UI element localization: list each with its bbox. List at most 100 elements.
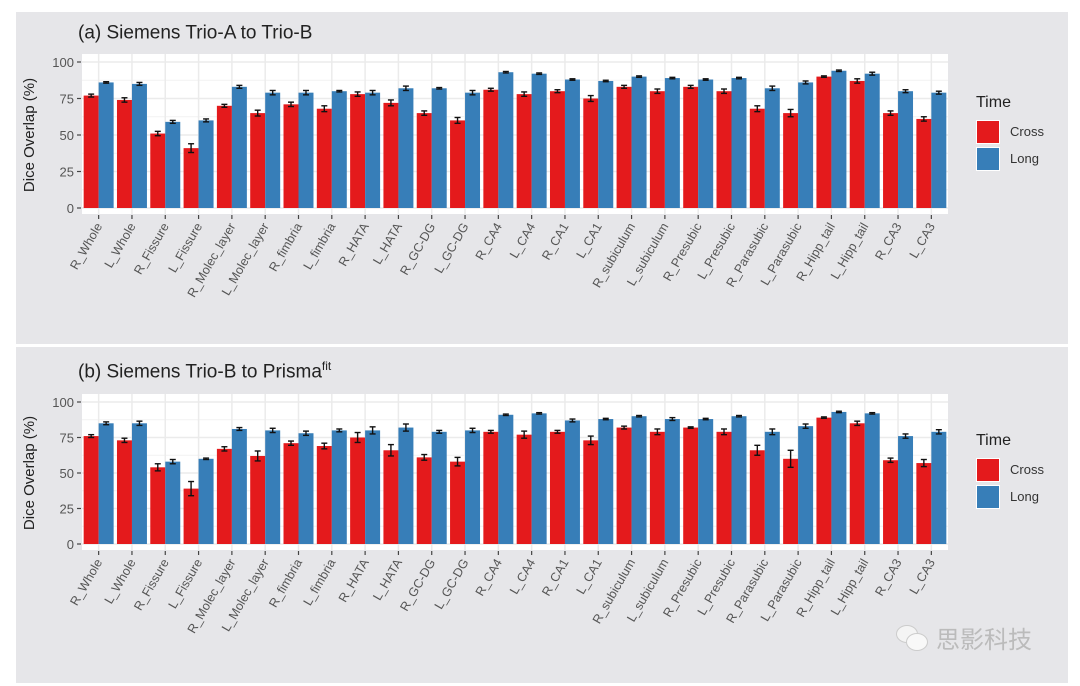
bar-long (131, 83, 147, 208)
error-bar (254, 450, 261, 462)
y-tick-label: 25 (60, 502, 74, 517)
bar-cross (83, 95, 99, 208)
error-bar (669, 416, 676, 422)
error-bar (787, 449, 794, 469)
bar-long (931, 92, 947, 208)
error-bar (702, 417, 709, 421)
error-bar (121, 97, 128, 103)
error-bar (502, 413, 509, 417)
bar-long (498, 72, 514, 208)
error-bar (554, 429, 561, 434)
bar-long (331, 430, 347, 544)
error-bar (154, 463, 161, 472)
bar-long (698, 419, 714, 544)
error-bar (236, 426, 243, 432)
error-bar (621, 425, 628, 430)
bar-long (898, 436, 914, 544)
bar-cross (883, 113, 899, 208)
error-bar (735, 76, 742, 80)
error-bar (487, 87, 494, 92)
error-bar (569, 418, 576, 423)
error-bar (669, 76, 676, 80)
error-bar (336, 428, 343, 433)
bar-cross (116, 99, 132, 208)
error-bar (402, 423, 409, 432)
legend-label-long: Long (1010, 151, 1039, 166)
x-tick-label: L_CA4 (507, 220, 538, 260)
y-tick-label: 100 (52, 55, 74, 70)
bar-cross (916, 118, 932, 208)
error-bar (487, 429, 494, 434)
bar-long (465, 430, 481, 544)
error-bar (602, 417, 609, 421)
bar-cross (283, 104, 299, 208)
y-tick-label: 50 (60, 466, 74, 481)
bar-cross (816, 76, 832, 208)
bar-long (498, 414, 514, 544)
bar-long (798, 82, 814, 208)
legend-label-cross: Cross (1010, 462, 1044, 477)
error-bar (502, 70, 509, 74)
bar-cross (849, 423, 865, 544)
bar-long (231, 86, 247, 208)
error-bar (369, 426, 376, 435)
bar-cross (749, 108, 765, 208)
bar-long (265, 430, 281, 544)
bar-long (365, 430, 381, 544)
y-tick-label: 50 (60, 128, 74, 143)
error-bar (835, 410, 842, 414)
bar-cross (183, 148, 199, 208)
bar-long (664, 419, 680, 544)
bar-cross (316, 446, 332, 544)
error-bar (902, 433, 909, 439)
watermark-text: 思影科技 (936, 627, 1032, 654)
error-bar (820, 75, 827, 79)
bar-cross (350, 94, 366, 208)
error-bar (820, 416, 827, 420)
x-tick-label: R_Whole (67, 220, 105, 272)
error-bar (269, 89, 276, 96)
y-tick-label: 0 (67, 537, 74, 552)
panel-b: (b) Siemens Trio-B to Prismafit 0 25 50 75 1… (16, 347, 1068, 683)
error-bar (835, 69, 842, 73)
error-bar (602, 79, 609, 83)
error-bar (454, 456, 461, 467)
error-bar (869, 71, 876, 76)
bar-long (931, 431, 947, 544)
bar-cross (150, 133, 166, 208)
bar-long (531, 413, 547, 544)
y-tick-label: 75 (60, 431, 74, 446)
error-bar (421, 453, 428, 461)
error-bar (735, 414, 742, 418)
bar-long (798, 426, 814, 544)
x-tick-label: L_Whole (102, 220, 139, 270)
bar-cross (916, 463, 932, 544)
bar-cross (383, 102, 399, 208)
error-bar (636, 414, 643, 418)
bar-cross (316, 108, 332, 208)
x-tick-label: R_CA4 (473, 556, 505, 598)
x-tick-label: L_CA3 (907, 220, 938, 260)
x-tick-label: R_HATA (336, 556, 372, 605)
panel-a: (a) Siemens Trio-A to Trio-B 0 25 50 75 100 R… (16, 12, 1068, 344)
error-bar (887, 110, 894, 116)
bar-long (864, 73, 880, 209)
bar-cross (616, 427, 632, 544)
error-bar (687, 84, 694, 89)
chart-a: 0255075100R_WholeL_WholeR_FissureL_Fissu… (21, 54, 948, 300)
legend-swatch-long (976, 484, 1000, 509)
bar-cross (516, 434, 532, 544)
error-bar (154, 130, 161, 137)
error-bar (654, 88, 661, 95)
bar-cross (416, 457, 432, 544)
bar-cross (616, 86, 632, 208)
bar-long (298, 92, 314, 208)
error-bar (754, 105, 761, 113)
chart-title: (a) Siemens Trio-A to Trio-B (78, 20, 312, 44)
bar-cross (849, 80, 865, 208)
bar-long (131, 423, 147, 544)
bar-long (598, 419, 614, 544)
bar-long (198, 120, 214, 208)
bar-cross (283, 443, 299, 544)
error-bar (336, 89, 343, 93)
